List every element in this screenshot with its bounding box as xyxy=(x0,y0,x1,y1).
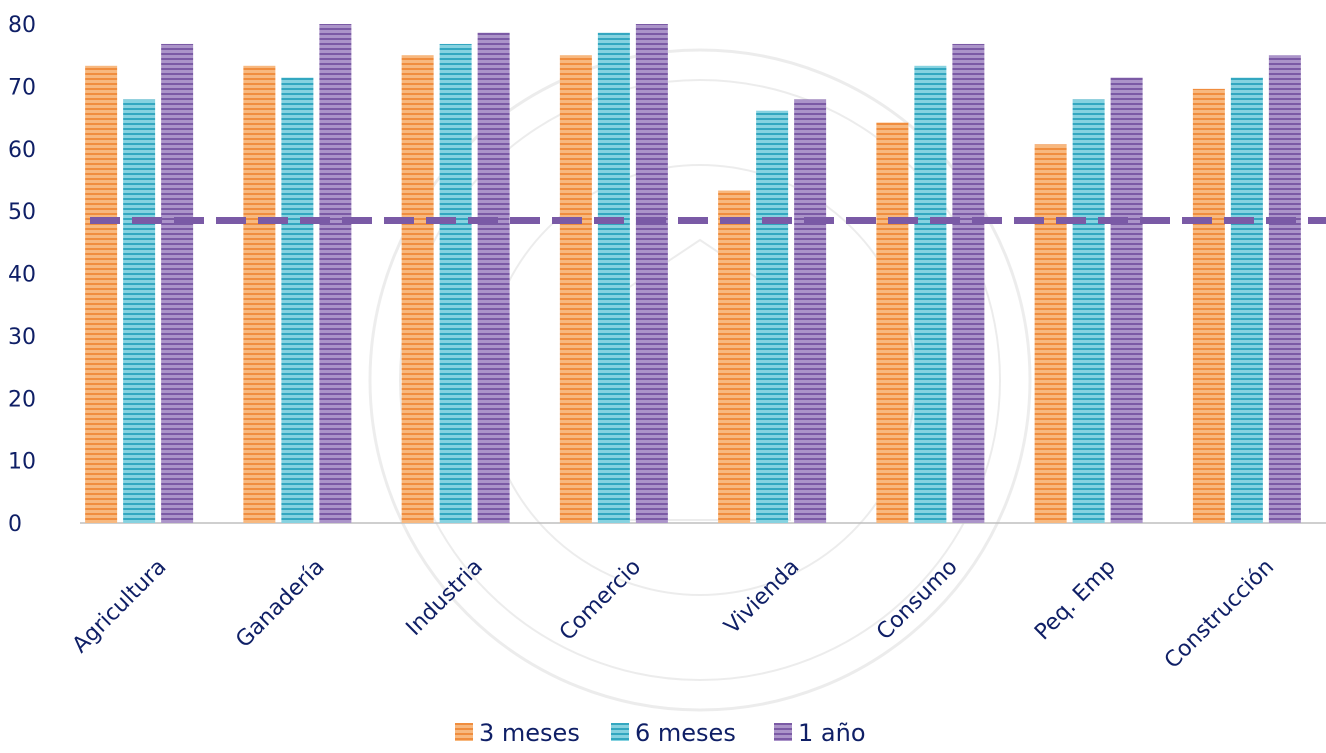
bar-vivienda-6-meses xyxy=(756,110,789,524)
bar-comercio-3-meses xyxy=(559,55,592,523)
legend-label-1-ano: 1 año xyxy=(798,719,866,747)
bar-industria-3-meses xyxy=(401,55,434,523)
x-tick-label-industria: Industria xyxy=(402,555,488,641)
x-tick-label-vivienda: Vivienda xyxy=(720,555,805,640)
x-tick-label-comercio: Comercio xyxy=(555,555,646,646)
y-tick-label-30: 30 xyxy=(8,325,36,350)
bar-comercio-1-ano xyxy=(635,24,668,523)
bar-agricultura-1-ano xyxy=(161,43,194,524)
legend: 3 meses 6 meses 1 año xyxy=(455,719,866,747)
bar-industria-1-ano xyxy=(477,32,510,524)
y-tick-label-40: 40 xyxy=(8,263,36,288)
bar-peq-emp-3-meses xyxy=(1034,144,1067,524)
bar-agricultura-6-meses xyxy=(123,99,156,523)
bar-industria-6-meses xyxy=(439,43,472,524)
x-tick-label-consumo: Consumo xyxy=(872,555,963,646)
bar-peq-emp-6-meses xyxy=(1072,99,1105,523)
bar-peq-emp-1-ano xyxy=(1110,77,1143,523)
bars-group xyxy=(85,24,1301,524)
y-tick-label-70: 70 xyxy=(8,75,36,100)
legend-swatch-6-meses xyxy=(611,723,629,741)
bar-consumo-3-meses xyxy=(876,122,909,524)
y-tick-label-10: 10 xyxy=(8,450,36,475)
x-tick-label-ganaderia: Ganadería xyxy=(231,555,329,653)
bar-vivienda-1-ano xyxy=(794,99,827,523)
bar-agricultura-3-meses xyxy=(85,65,118,523)
y-axis: 0 10 20 30 40 50 60 70 80 xyxy=(8,13,36,537)
y-tick-label-0: 0 xyxy=(8,512,22,537)
bar-ganaderia-6-meses xyxy=(281,77,314,523)
bar-ganaderia-3-meses xyxy=(243,65,276,523)
x-tick-label-peq-emp: Peq. Emp xyxy=(1030,555,1121,646)
x-tick-label-construccion: Construcción xyxy=(1160,555,1279,674)
bar-comercio-6-meses xyxy=(597,32,630,524)
bar-ganaderia-1-ano xyxy=(319,24,352,523)
bar-construccion-1-ano xyxy=(1268,55,1301,523)
y-tick-label-50: 50 xyxy=(8,200,36,225)
y-tick-label-60: 60 xyxy=(8,138,36,163)
legend-swatch-3-meses xyxy=(455,723,473,741)
bar-construccion-3-meses xyxy=(1192,88,1225,524)
legend-label-3-meses: 3 meses xyxy=(479,719,580,747)
y-tick-label-80: 80 xyxy=(8,13,36,38)
legend-label-6-meses: 6 meses xyxy=(635,719,736,747)
bar-consumo-1-ano xyxy=(952,43,985,524)
x-axis: Agricultura Ganadería Industria Comercio Viv… xyxy=(68,555,1279,674)
bar-construccion-6-meses xyxy=(1230,77,1263,523)
bar-consumo-6-meses xyxy=(914,65,947,523)
legend-swatch-1-ano xyxy=(774,723,792,741)
x-tick-label-agricultura: Agricultura xyxy=(68,555,172,659)
y-tick-label-20: 20 xyxy=(8,387,36,412)
bar-vivienda-3-meses xyxy=(718,190,751,523)
